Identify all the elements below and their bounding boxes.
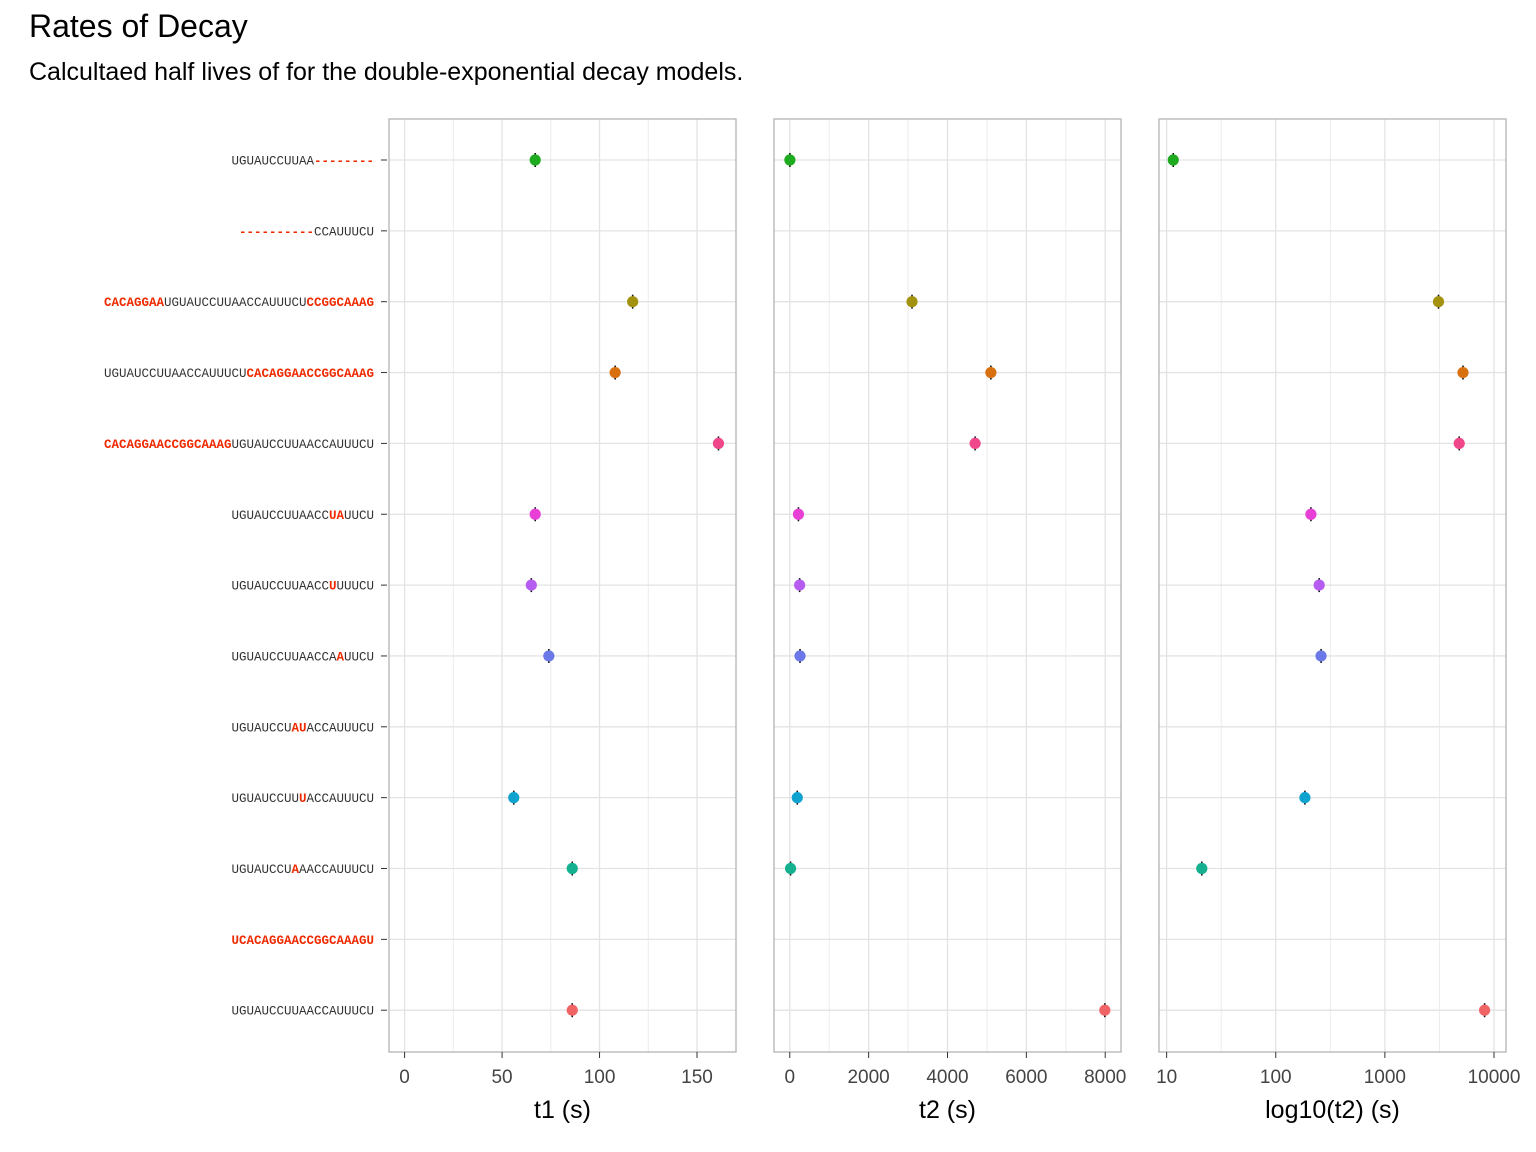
sequence-segment: UGUAUCCUUAACC	[231, 580, 329, 594]
sequence-segment: A	[291, 863, 299, 877]
data-point	[969, 437, 981, 449]
chart-title: Rates of Decay	[29, 8, 248, 44]
sequence-segment: UGUAUCCU	[231, 863, 291, 877]
x-tick-label: 1000	[1364, 1067, 1406, 1088]
x-tick-label: 6000	[1005, 1067, 1047, 1088]
sequence-label: UGUAUCCUUAACCUUUUCU	[231, 580, 374, 594]
sequence-segment: ACCAUUUCU	[306, 721, 374, 735]
x-tick-label: 2000	[847, 1067, 889, 1088]
sequence-segment: UGUAUCCUUAACCAUUUCU	[231, 438, 374, 452]
data-point	[1457, 366, 1469, 379]
data-point	[784, 154, 796, 166]
x-tick-label: 10000	[1468, 1067, 1521, 1088]
data-point	[508, 792, 520, 804]
data-point	[627, 296, 639, 308]
data-point	[1432, 296, 1445, 308]
sequence-label: UGUAUCCUUAACCAUUUCU	[231, 1005, 374, 1019]
sequence-label: UGUAUCCUUUACCAUUUCU	[231, 792, 374, 806]
sequence-segment: AU	[291, 721, 306, 735]
sequence-segment: UUUCU	[336, 580, 374, 594]
x-axis-title: t1 (s)	[534, 1096, 591, 1124]
panel-frame	[388, 118, 737, 1053]
sequence-segment: ----------	[239, 225, 314, 239]
sequence-segment: UGUAUCCUUAACCA	[231, 650, 337, 664]
data-point	[1167, 154, 1179, 166]
sequence-segment: CACAGGAACCGGCAAAG	[246, 367, 374, 381]
data-point	[566, 862, 578, 875]
data-point	[791, 792, 803, 804]
sequence-segment: U	[329, 580, 337, 594]
x-tick-label: 100	[584, 1067, 616, 1088]
data-point	[712, 437, 725, 449]
data-point	[906, 296, 918, 308]
sequence-label: UGUAUCCUUAA--------	[231, 155, 374, 169]
data-point	[794, 650, 806, 662]
sequence-label: CACAGGAAUGUAUCCUUAACCAUUUCUCCGGCAAAG	[104, 296, 374, 310]
panel-frame	[1158, 118, 1507, 1053]
sequence-segment: UGUAUCCUUAACC	[231, 509, 329, 523]
chart-subtitle: Calcultaed half lives of for the double-…	[29, 58, 744, 86]
x-axis-title: log10(t2) (s)	[1265, 1096, 1400, 1124]
sequence-segment: UGUAUCCUUAACCAUUUCU	[231, 1005, 374, 1019]
sequence-segment: UGUAUCCUU	[231, 792, 299, 806]
data-point	[1299, 792, 1311, 804]
sequence-segment: UGUAUCCUUAACCAUUUCU	[104, 367, 247, 381]
x-tick-label: 0	[399, 1067, 410, 1088]
x-tick-label: 8000	[1084, 1067, 1126, 1088]
x-axis-title: t2 (s)	[919, 1096, 976, 1124]
sequence-segment: UUCU	[344, 650, 374, 664]
sequence-segment: --------	[314, 155, 374, 169]
sequence-segment: A	[336, 650, 344, 664]
sequence-segment: CACAGGAA	[104, 296, 165, 310]
sequence-segment: UCACAGGAACCGGCAAAGU	[231, 934, 374, 948]
data-point	[792, 508, 805, 520]
sequence-label: UGUAUCCUAUACCAUUUCU	[231, 721, 374, 735]
panel-t1: 0 50 100 150 t1 (s)	[388, 118, 737, 1124]
sequence-label: UGUAUCCUUAACCAUUUCUCACAGGAACCGGCAAAG	[104, 367, 374, 381]
data-point	[1196, 862, 1208, 875]
data-point	[1315, 650, 1327, 662]
sequence-label: UGUAUCCUUAACCAAUUCU	[231, 650, 374, 664]
data-point	[1305, 508, 1317, 520]
data-point	[985, 366, 997, 379]
data-point	[566, 1004, 578, 1016]
x-tick-label: 50	[491, 1067, 512, 1088]
sequence-label: UGUAUCCUAAACCAUUUCU	[231, 863, 374, 877]
panel-log_t2: 10 100 1000 10000 log10(t2) (s)	[1156, 118, 1521, 1124]
sequence-label: UCACAGGAACCGGCAAAGU	[231, 934, 374, 948]
sequence-segment: CCAUUUCU	[314, 225, 374, 239]
sequence-segment: UGUAUCCUUAA	[231, 155, 314, 169]
data-point	[1453, 437, 1465, 449]
sequence-label: UGUAUCCUUAACCUAUUCU	[231, 509, 374, 523]
x-tick-label: 10	[1156, 1067, 1177, 1088]
sequence-segment: U	[299, 792, 307, 806]
data-point	[543, 650, 555, 662]
sequence-segment: AACCAUUUCU	[299, 863, 374, 877]
data-point	[1099, 1004, 1111, 1016]
data-point	[784, 862, 797, 875]
panel-t2: 0 2000 4000 6000 8000 t2 (s)	[773, 118, 1126, 1124]
sequence-segment: CACAGGAACCGGCAAAG	[104, 438, 232, 452]
sequence-segment: ACCAUUUCU	[306, 792, 374, 806]
sequence-segment: CCGGCAAAG	[306, 296, 374, 310]
sequence-segment: UGUAUCCUUAACCAUUUCU	[164, 296, 307, 310]
x-tick-label: 150	[681, 1067, 713, 1088]
x-tick-label: 4000	[926, 1067, 968, 1088]
data-point	[609, 366, 621, 379]
x-tick-label: 100	[1260, 1067, 1292, 1088]
data-point	[525, 579, 537, 591]
x-tick-label: 0	[784, 1067, 795, 1088]
sequence-segment: UGUAUCCU	[231, 721, 291, 735]
data-point	[1313, 579, 1325, 591]
data-point	[794, 579, 806, 591]
sequence-label: ----------CCAUUUCU	[239, 225, 374, 239]
data-point	[1478, 1004, 1491, 1016]
data-point	[529, 508, 541, 520]
data-point	[529, 154, 541, 166]
sequence-segment: UUCU	[344, 509, 374, 523]
sequence-segment: UA	[329, 509, 345, 523]
sequence-label: CACAGGAACCGGCAAAGUGUAUCCUUAACCAUUUCU	[104, 438, 374, 452]
